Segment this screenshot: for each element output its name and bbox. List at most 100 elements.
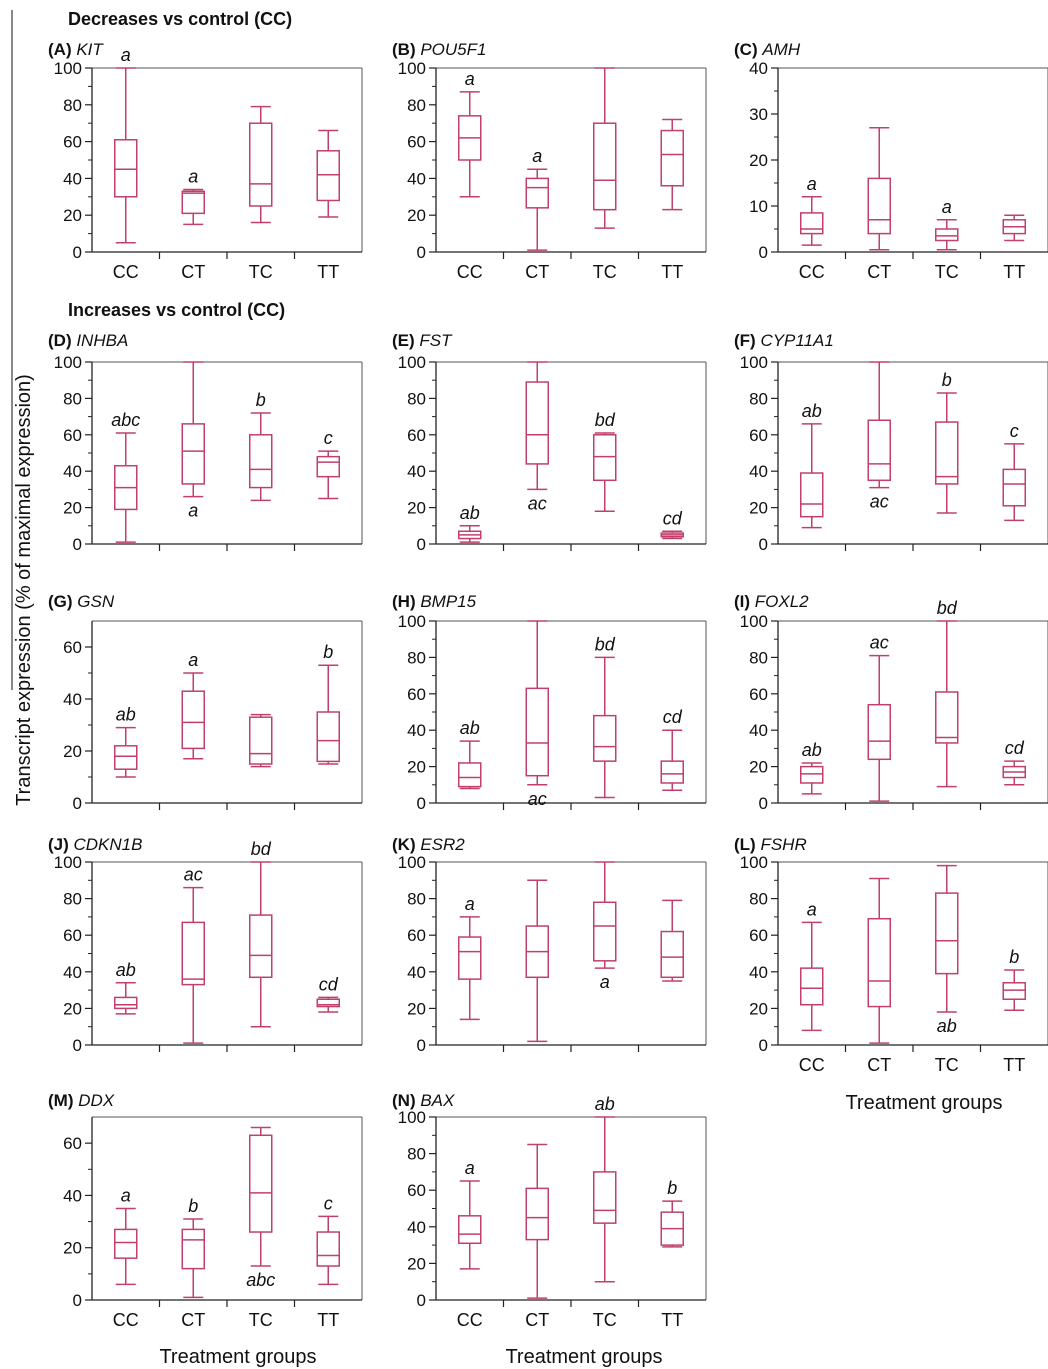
significance-label: cd: [1005, 738, 1025, 758]
box-tt: [660, 729, 684, 792]
x-tick-label: CT: [181, 262, 205, 282]
panel-ddx: (M) DDX 0 20 40 60 CC CT TC TT a b abc c: [48, 1091, 363, 1330]
panel-kit: (A) KIT 0 20 40 60 80 100 CC CT TC TT a a: [48, 40, 363, 282]
y-axis-label: Transcript expression (% of maximal expr…: [13, 374, 35, 806]
iqr-box: [593, 1171, 617, 1224]
significance-label: b: [667, 1178, 677, 1198]
x-tick-label: CC: [457, 262, 483, 282]
significance-label: c: [324, 428, 333, 448]
box-ct: [181, 1218, 205, 1299]
panel-pou5f1: (B) POU5F1 0 20 40 60 80 100 CC CT TC TT a a: [392, 40, 707, 282]
y-tick-label: 80: [63, 890, 82, 909]
box-tc: [593, 67, 617, 229]
x-tick-label: CC: [799, 262, 825, 282]
y-tick-label: 60: [407, 1181, 426, 1200]
y-tick-label: 80: [749, 389, 768, 408]
y-tick-label: 10: [749, 197, 768, 216]
significance-label: a: [121, 1186, 131, 1206]
box-ct: [867, 361, 891, 489]
box-tt: [316, 129, 340, 218]
y-tick-label: 60: [63, 926, 82, 945]
x-axis-label-n: Treatment groups: [505, 1346, 662, 1368]
significance-label: b: [1009, 947, 1019, 967]
box-cc: [800, 921, 824, 1032]
significance-label: bd: [595, 410, 616, 430]
y-tick-label: 60: [749, 426, 768, 445]
iqr-box: [593, 901, 617, 962]
y-tick-label: 80: [63, 389, 82, 408]
panel-title: (H) BMP15: [392, 592, 477, 611]
box-tc: [249, 1126, 273, 1267]
significance-label: ab: [116, 705, 136, 725]
y-tick-label: 0: [73, 535, 82, 554]
y-tick-label: 100: [740, 853, 768, 872]
significance-label: c: [324, 1193, 333, 1213]
y-tick-label: 60: [407, 426, 426, 445]
x-tick-label: CT: [867, 1055, 891, 1075]
x-tick-label: TT: [661, 1310, 683, 1330]
panel-gene-name: DDX: [78, 1091, 115, 1110]
y-tick-label: 40: [63, 1186, 82, 1205]
box-cc: [458, 916, 482, 1021]
significance-label: a: [807, 174, 817, 194]
panel-gene-name: FOXL2: [755, 592, 809, 611]
y-tick-label: 20: [63, 999, 82, 1018]
significance-label: b: [323, 642, 333, 662]
y-tick-label: 60: [749, 926, 768, 945]
y-tick-label: 0: [73, 1036, 82, 1055]
significance-label: b: [942, 370, 952, 390]
y-tick-label: 40: [407, 169, 426, 188]
x-tick-label: TC: [935, 1055, 959, 1075]
box-cc: [458, 91, 482, 198]
y-tick-label: 20: [407, 499, 426, 518]
panel-gene-name: FSHR: [760, 835, 806, 854]
box-tt: [660, 118, 684, 211]
box-tt: [316, 664, 340, 765]
y-tick-label: 40: [63, 690, 82, 709]
y-tick-label: 40: [407, 963, 426, 982]
iqr-box: [458, 936, 482, 980]
x-tick-label: TC: [249, 1310, 273, 1330]
significance-label: ab: [595, 1094, 615, 1114]
iqr-box: [181, 423, 205, 485]
y-tick-label: 40: [63, 462, 82, 481]
y-tick-label: 80: [407, 96, 426, 115]
box-ct: [867, 654, 891, 802]
significance-label: ab: [802, 401, 822, 421]
box-tc: [935, 620, 959, 788]
panel-title: (F) CYP11A1: [734, 331, 834, 350]
y-tick-label: 20: [63, 499, 82, 518]
x-tick-label: TT: [317, 1310, 339, 1330]
box-cc: [800, 423, 824, 529]
iqr-box: [593, 714, 617, 762]
box-ct: [525, 361, 549, 491]
iqr-box: [316, 998, 340, 1008]
y-tick-label: 20: [63, 206, 82, 225]
box-cc: [458, 740, 482, 790]
panel-title: (C) AMH: [734, 40, 801, 59]
x-tick-label: TC: [249, 262, 273, 282]
panel-title: (B) POU5F1: [392, 40, 486, 59]
significance-label: ab: [937, 1016, 957, 1036]
significance-label: a: [465, 894, 475, 914]
iqr-box: [935, 691, 959, 744]
box-ct: [181, 672, 205, 760]
y-tick-label: 60: [63, 133, 82, 152]
y-tick-label: 20: [63, 742, 82, 761]
panel-gene-name: POU5F1: [420, 40, 486, 59]
y-tick-label: 0: [417, 794, 426, 813]
box-tt: [316, 450, 340, 500]
y-tick-label: 100: [54, 353, 82, 372]
y-tick-label: 80: [407, 890, 426, 909]
box-ct: [525, 879, 549, 1043]
significance-label: ac: [528, 789, 547, 809]
iqr-box: [867, 419, 891, 482]
box-tt: [1002, 214, 1026, 242]
y-tick-label: 60: [63, 1134, 82, 1153]
box-cc: [114, 982, 138, 1015]
significance-label: ab: [802, 740, 822, 760]
significance-label: a: [532, 146, 542, 166]
significance-label: a: [121, 45, 131, 65]
box-ct: [867, 127, 891, 251]
